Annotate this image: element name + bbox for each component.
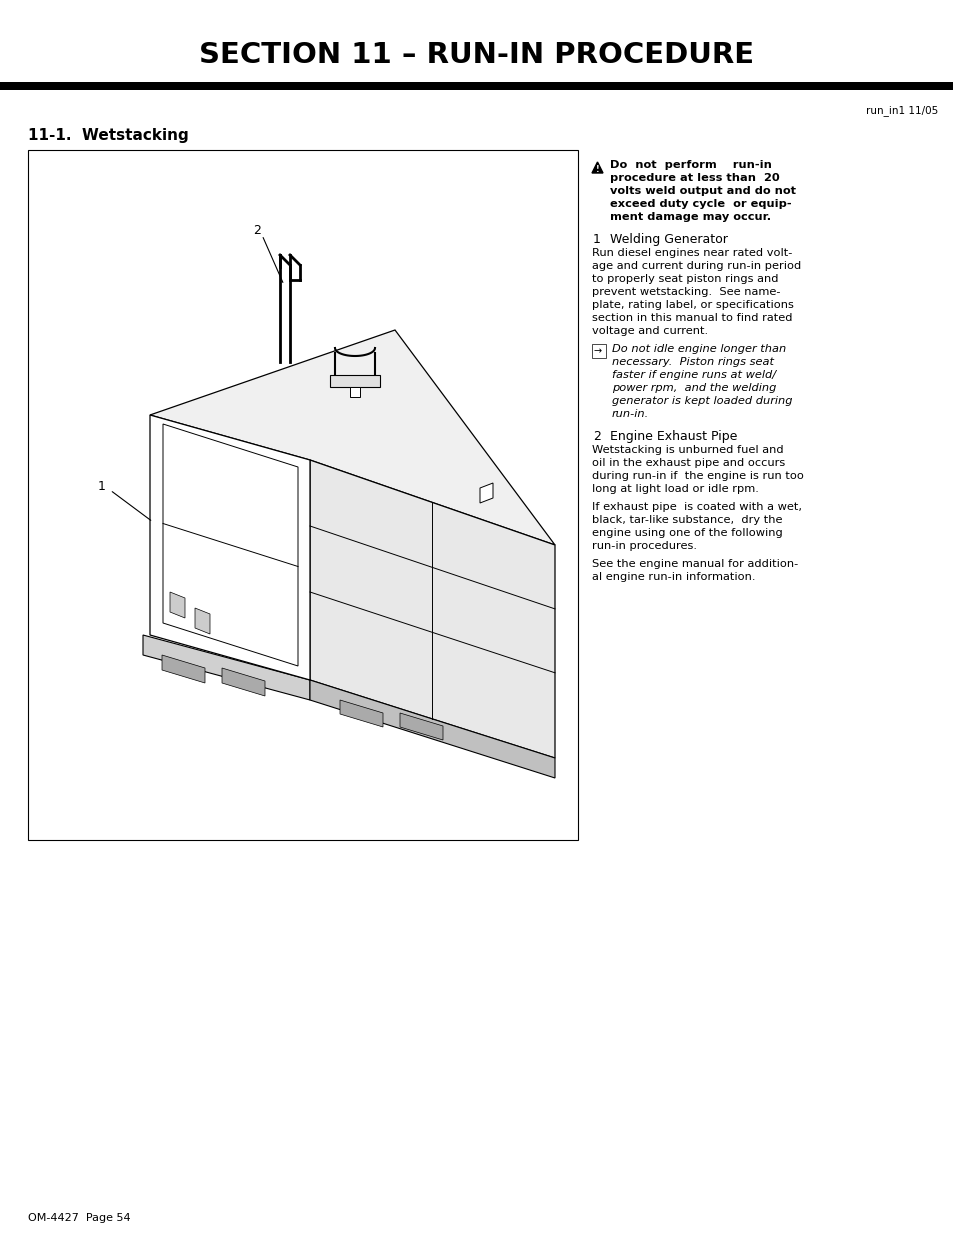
Polygon shape (162, 655, 205, 683)
Text: 2: 2 (253, 225, 261, 237)
Text: voltage and current.: voltage and current. (592, 326, 707, 336)
Polygon shape (222, 668, 265, 697)
Text: generator is kept loaded during: generator is kept loaded during (612, 396, 792, 406)
Bar (28, 149, 578, 840)
Polygon shape (350, 387, 359, 396)
Text: If exhaust pipe  is coated with a wet,: If exhaust pipe is coated with a wet, (592, 501, 801, 513)
Text: 2: 2 (593, 430, 600, 443)
Text: section in this manual to find rated: section in this manual to find rated (592, 312, 792, 324)
Text: Engine Exhaust Pipe: Engine Exhaust Pipe (609, 430, 737, 443)
Text: exceed duty cycle  or equip-: exceed duty cycle or equip- (609, 199, 791, 209)
Polygon shape (143, 635, 310, 700)
Text: Wetstacking is unburned fuel and: Wetstacking is unburned fuel and (592, 445, 782, 454)
Polygon shape (339, 700, 382, 727)
Text: 1: 1 (593, 233, 600, 246)
Text: Do  not  perform    run-in: Do not perform run-in (609, 161, 771, 170)
Text: during run-in if  the engine is run too: during run-in if the engine is run too (592, 471, 803, 480)
Text: OM-4427  Page 54: OM-4427 Page 54 (28, 1213, 131, 1223)
Text: engine using one of the following: engine using one of the following (592, 529, 781, 538)
Text: al engine run-in information.: al engine run-in information. (592, 572, 755, 582)
Polygon shape (150, 415, 310, 680)
Polygon shape (170, 592, 185, 618)
Text: black, tar-like substance,  dry the: black, tar-like substance, dry the (592, 515, 781, 525)
Text: necessary.  Piston rings seat: necessary. Piston rings seat (612, 357, 773, 367)
Text: run-in.: run-in. (612, 409, 649, 419)
Bar (592, 345, 605, 358)
Text: faster if engine runs at weld/: faster if engine runs at weld/ (612, 370, 776, 380)
Polygon shape (194, 608, 210, 634)
Text: power rpm,  and the welding: power rpm, and the welding (612, 383, 776, 393)
Text: procedure at less than  20: procedure at less than 20 (609, 173, 779, 183)
Text: See the engine manual for addition-: See the engine manual for addition- (592, 559, 798, 569)
Text: SECTION 11 – RUN-IN PROCEDURE: SECTION 11 – RUN-IN PROCEDURE (199, 41, 754, 69)
Text: plate, rating label, or specifications: plate, rating label, or specifications (592, 300, 793, 310)
Polygon shape (163, 424, 297, 666)
Polygon shape (330, 375, 379, 387)
Text: →: → (594, 346, 601, 356)
Text: Run diesel engines near rated volt-: Run diesel engines near rated volt- (592, 248, 792, 258)
Polygon shape (310, 459, 555, 758)
Text: Welding Generator: Welding Generator (609, 233, 727, 246)
Text: long at light load or idle rpm.: long at light load or idle rpm. (592, 484, 758, 494)
Text: !: ! (595, 164, 598, 173)
Text: oil in the exhaust pipe and occurs: oil in the exhaust pipe and occurs (592, 458, 784, 468)
Text: run_in1 11/05: run_in1 11/05 (864, 105, 937, 116)
Text: age and current during run-in period: age and current during run-in period (592, 261, 801, 270)
Text: 1: 1 (98, 480, 106, 494)
Text: →: → (592, 345, 600, 354)
Text: ment damage may occur.: ment damage may occur. (609, 212, 770, 222)
Text: volts weld output and do not: volts weld output and do not (609, 186, 795, 196)
Text: prevent wetstacking.  See name-: prevent wetstacking. See name- (592, 287, 780, 296)
Text: 11-1.  Wetstacking: 11-1. Wetstacking (28, 128, 189, 143)
Text: run-in procedures.: run-in procedures. (592, 541, 697, 551)
Bar (0, 82, 953, 90)
Polygon shape (150, 330, 555, 545)
Text: to properly seat piston rings and: to properly seat piston rings and (592, 274, 778, 284)
Polygon shape (592, 162, 602, 173)
Text: Do not idle engine longer than: Do not idle engine longer than (612, 345, 785, 354)
Polygon shape (310, 680, 555, 778)
Polygon shape (479, 483, 493, 503)
Polygon shape (399, 713, 442, 740)
